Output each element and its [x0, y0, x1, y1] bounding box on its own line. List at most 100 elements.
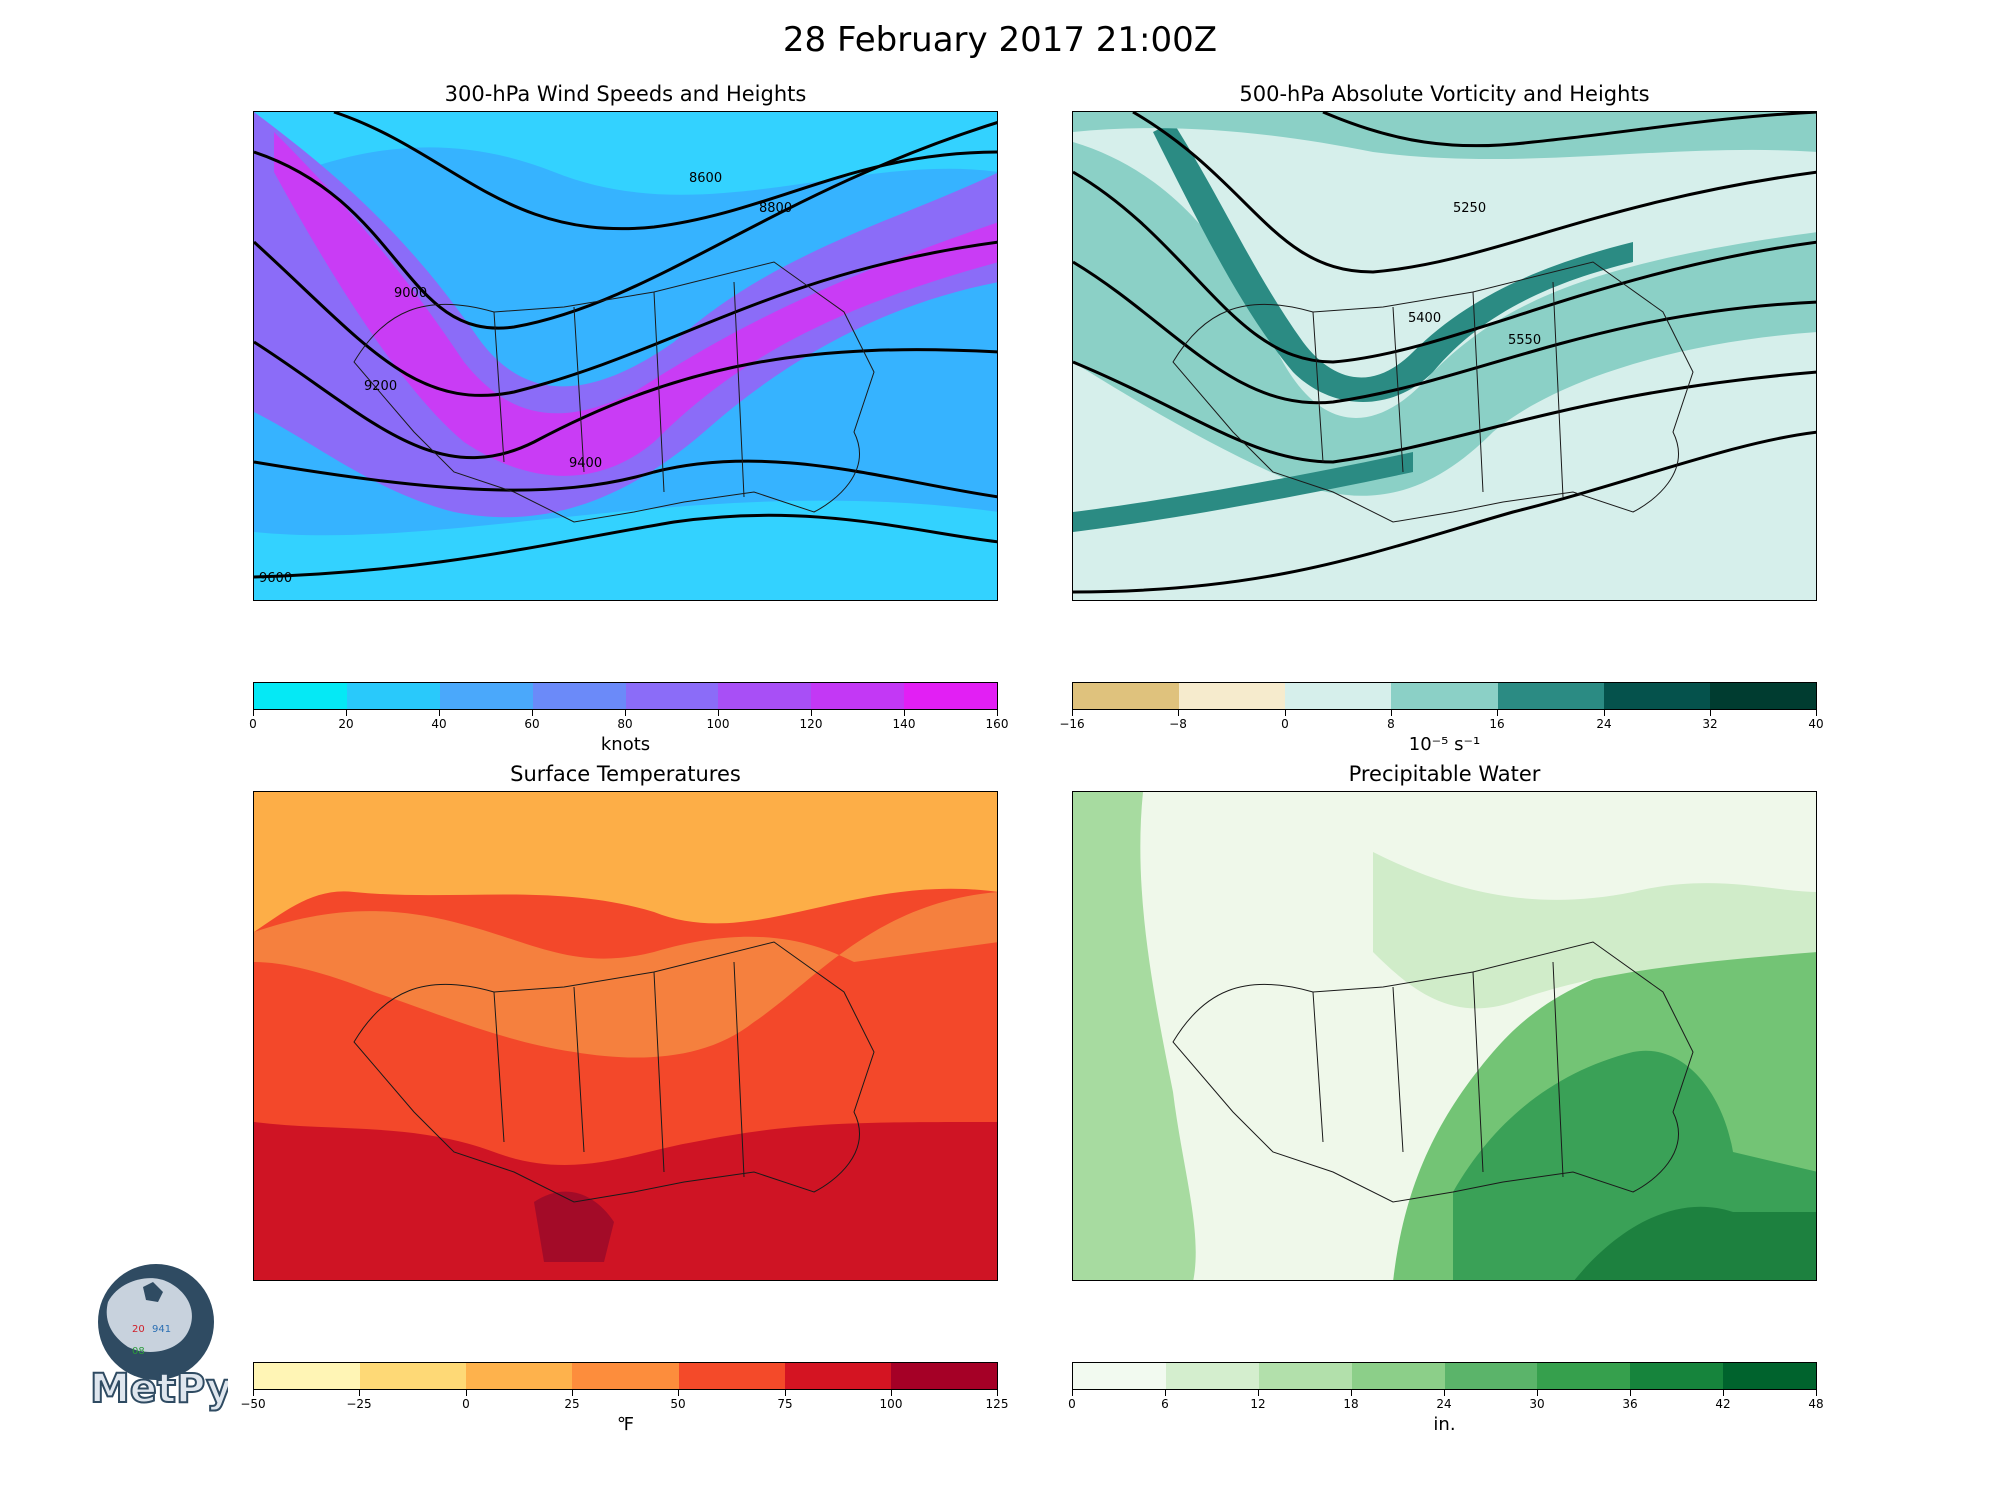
colorbar-tick-label: 120 [799, 717, 823, 731]
colorbar-tick-label: 18 [1343, 1397, 1359, 1411]
colorbar-segment [466, 1363, 573, 1389]
temp-region-cold-north [254, 792, 997, 932]
colorbar-segment [1497, 683, 1604, 709]
colorbar-vort [1072, 682, 1817, 710]
colorbar-tick-label: 24 [1596, 717, 1612, 731]
colorbar-segment [532, 683, 626, 709]
logo-station-pressure: 941 [152, 1324, 171, 1335]
colorbar-ticks-pw: 0 6 12 18 24 30 36 42 48 [1068, 1390, 1824, 1411]
colorbar-segment [254, 683, 347, 709]
wind-contour-labels: 8600 8800 9000 9200 9400 9600 [259, 171, 792, 586]
vort-band-strong [1153, 122, 1633, 402]
wind-height-line [254, 240, 997, 397]
panel-title-wind: 300-hPa Wind Speeds and Heights [444, 82, 807, 106]
wind-region-north [254, 112, 997, 195]
colorbar-tick-label: 60 [524, 717, 540, 731]
colorbar-tick-label: 8 [1387, 717, 1395, 731]
pw-region-west-ocean [1073, 792, 1196, 1280]
colorbar-segment [1351, 1363, 1445, 1389]
colorbar-segment [890, 1363, 997, 1389]
colorbar-segment [1179, 683, 1286, 709]
vort-height-contours [1073, 112, 1816, 594]
colorbar-segment [1603, 683, 1710, 709]
temp-state-borders [353, 941, 875, 1203]
logo-station-dewpoint: 08 [132, 1346, 145, 1357]
colorbar-tick-label: 48 [1808, 1397, 1824, 1411]
colorbar-pw [1072, 1362, 1817, 1390]
vort-region-north [1073, 112, 1816, 160]
temp-region-hot-texas [534, 1191, 614, 1262]
colorbar-tick-label: −50 [240, 1397, 266, 1411]
wind-contour-label: 9000 [394, 286, 427, 301]
wind-height-line [254, 459, 997, 499]
colorbar-temp [253, 1362, 998, 1390]
colorbar-segment [678, 1363, 785, 1389]
colorbar-tick-label: −16 [1059, 717, 1085, 731]
colorbar-tick-label: 42 [1715, 1397, 1731, 1411]
colorbar-ticks-temp: −50 −25 0 25 50 75 100 125 [240, 1390, 1008, 1411]
vort-height-line [1073, 430, 1816, 594]
map-vort-svg: 5250 5400 5550 [1073, 112, 1816, 600]
colorbar-tick-label: 100 [706, 717, 730, 731]
vort-height-line [1132, 112, 1816, 274]
colorbar-segment [1537, 1363, 1631, 1389]
vort-contour-labels: 5250 5400 5550 [1408, 201, 1541, 348]
wind-height-contours [254, 112, 997, 579]
vort-height-line [1322, 112, 1816, 148]
colorbar-label-vort: 10⁻⁵ s⁻¹ [1408, 734, 1481, 755]
colorbar-tick-label: 16 [1489, 717, 1505, 731]
vort-region-southwest [1073, 452, 1413, 532]
colorbar-tick-label: 12 [1250, 1397, 1266, 1411]
colorbar-tick-label: 40 [1808, 717, 1824, 731]
colorbar-label-pw: in. [1433, 1414, 1456, 1435]
logo-station-temp: 20 [132, 1324, 145, 1335]
colorbar-tick-label: 20 [338, 717, 354, 731]
colorbar-tick-label: 140 [892, 717, 916, 731]
colorbar-tick-label: 25 [564, 1397, 580, 1411]
vort-region-moderate [1073, 142, 1816, 496]
vort-contour-label: 5400 [1408, 311, 1441, 326]
wind-contour-label: 9600 [259, 571, 292, 586]
colorbar-tick-label: 0 [1068, 1397, 1076, 1411]
colorbar-tick-label: 75 [777, 1397, 793, 1411]
colorbar-segment [625, 683, 719, 709]
colorbar-segment [360, 1363, 467, 1389]
metpy-globe-icon: 20 941 08 MetPy [89, 1264, 233, 1413]
colorbar-tick-label: −8 [1169, 717, 1187, 731]
colorbar-segment [1630, 1363, 1724, 1389]
wind-state-borders [353, 261, 875, 523]
pw-region-gulf-moist [1574, 1206, 1816, 1280]
colorbar-segment [784, 1363, 891, 1389]
colorbar-tick-label: 160 [985, 717, 1009, 731]
vort-height-line [1073, 260, 1816, 405]
map-wind-svg: 8600 8800 9000 9200 9400 9600 [254, 112, 997, 600]
map-pw-svg [1073, 792, 1816, 1280]
vort-contour-label: 5550 [1508, 333, 1541, 348]
colorbar-segment [1391, 683, 1498, 709]
temp-region-warm-south [254, 1122, 997, 1280]
wind-height-line [254, 340, 997, 460]
colorbar-ticks-wind: 0 20 40 60 80 100 120 140 160 [249, 710, 1008, 731]
colorbar-wind [253, 682, 998, 710]
metpy-logo: 20 941 08 MetPy [88, 1262, 233, 1413]
colorbar-segment [1709, 683, 1816, 709]
panel-title-vort: 500-hPa Absolute Vorticity and Heights [1239, 82, 1650, 106]
pw-state-borders [1172, 941, 1694, 1203]
colorbar-segment [1723, 1363, 1816, 1389]
colorbar-segment [1444, 1363, 1538, 1389]
colorbar-tick-label: −25 [346, 1397, 372, 1411]
wind-region-south [254, 500, 997, 600]
colorbar-segment [718, 683, 812, 709]
panel-title-pw: Precipitable Water [1348, 762, 1541, 786]
vort-contour-label: 5250 [1453, 201, 1486, 216]
colorbar-tick-label: 100 [879, 1397, 903, 1411]
colorbar-tick-label: 6 [1161, 1397, 1169, 1411]
wind-height-line [254, 513, 997, 579]
colorbar-tick-label: 0 [1281, 717, 1289, 731]
colorbar-segment [1165, 1363, 1259, 1389]
temp-region-cool-interior [254, 892, 997, 1058]
map-pw [1072, 791, 1817, 1281]
colorbar-tick-label: 125 [985, 1397, 1009, 1411]
map-vort: 5250 5400 5550 [1072, 111, 1817, 601]
colorbar-segment [439, 683, 533, 709]
